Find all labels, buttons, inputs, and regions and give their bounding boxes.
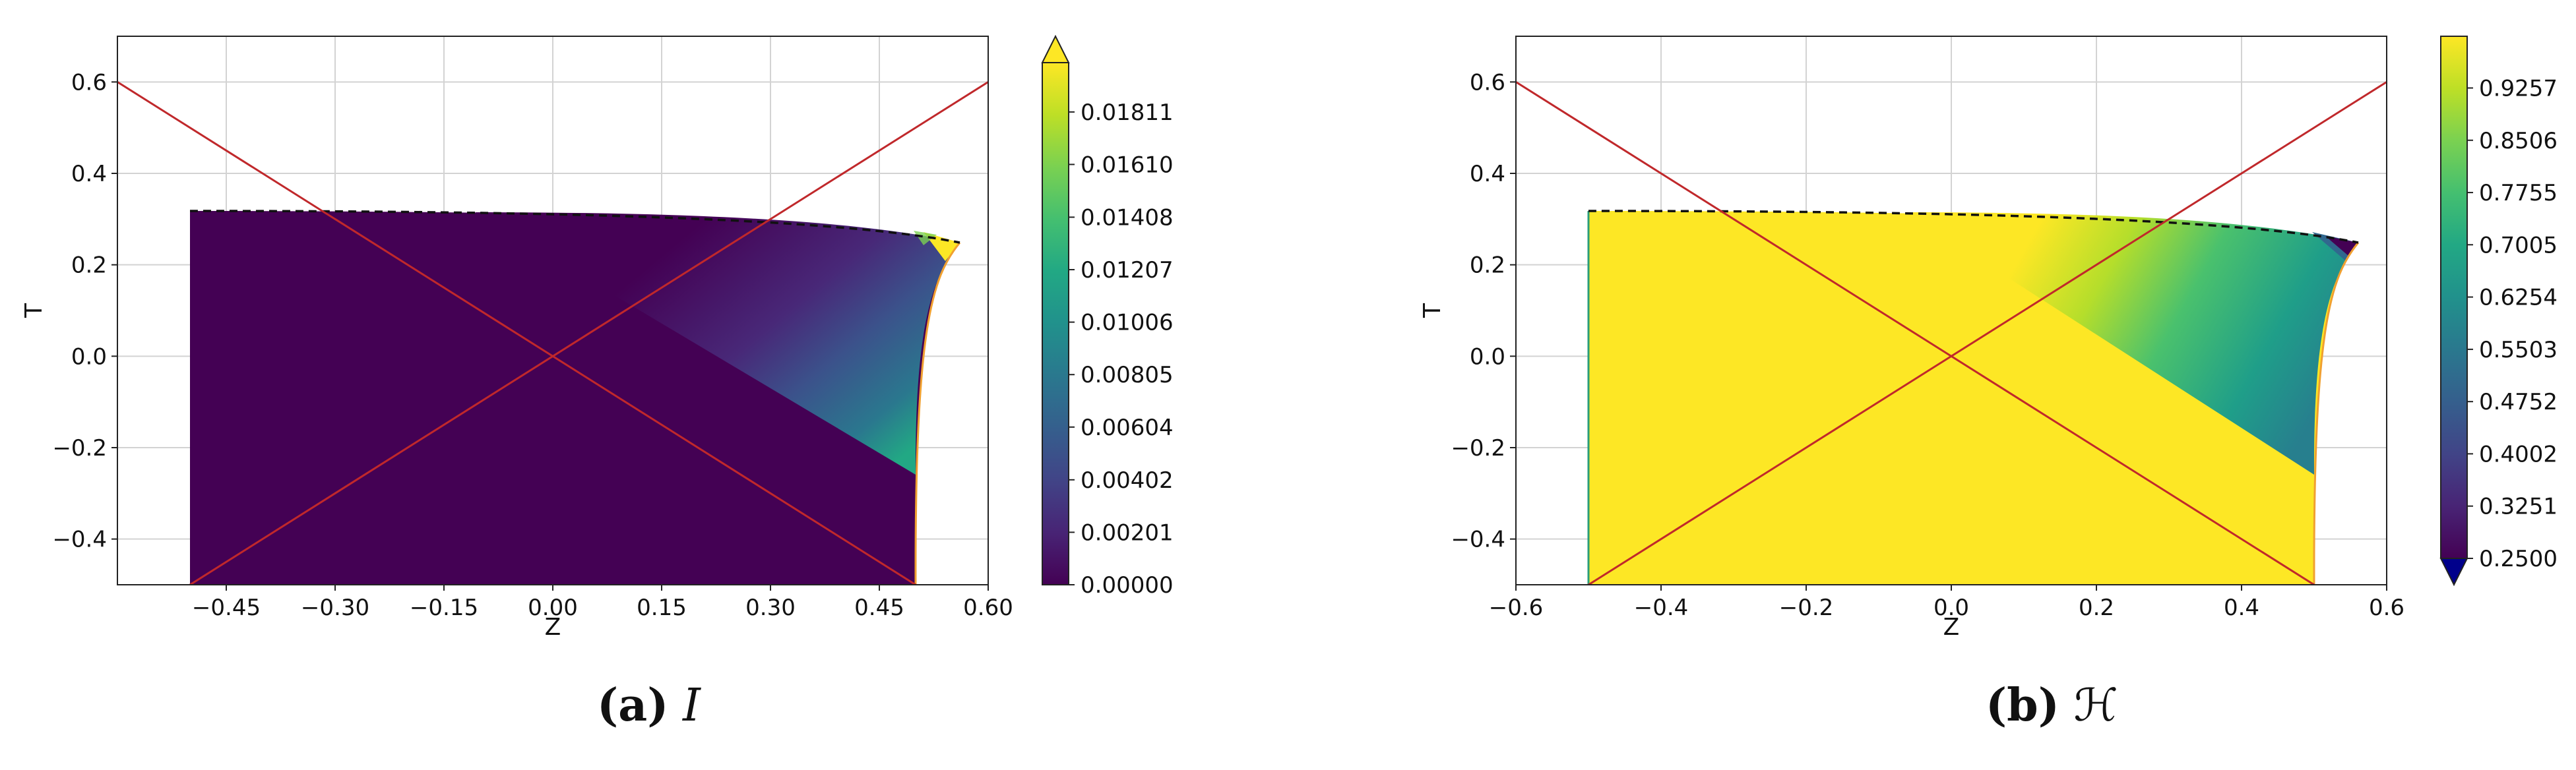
y-tick-label: 0.6 [71, 69, 107, 96]
light-cone-line-ascending [188, 81, 988, 585]
x-tick-label: −0.6 [1489, 595, 1544, 621]
colorbar-extend-min-arrow [2439, 558, 2468, 587]
colorbar-tick-label: 0.00000 [1081, 572, 1174, 599]
y-tick-label: 0.6 [1470, 69, 1505, 96]
caption-a-symbol: I [683, 680, 701, 732]
y-tick-label: 0.4 [71, 161, 107, 187]
colorbar-b: 0.2500 0.3251 0.4002 0.4752 0.5503 0.6254 0.70… [2439, 36, 2558, 587]
colorbar-tick-label: 0.4752 [2479, 389, 2558, 415]
colorbar-tick-label: 0.9257 [2479, 75, 2558, 102]
caption-b-label: (b) [1986, 679, 2059, 732]
y-axis-label: T [20, 303, 47, 318]
x-tick-label: 0.00 [528, 595, 578, 621]
colorbar-tick-label: 0.01207 [1081, 257, 1174, 283]
y-tick-label: 0.0 [71, 343, 107, 370]
y-axis-label: T [1419, 303, 1446, 318]
x-tick-label: 0.30 [745, 595, 796, 621]
x-tick-label: 0.60 [963, 595, 1013, 621]
colorbar-tick-label: 0.4002 [2479, 441, 2558, 467]
colorbar-tick-label: 0.8506 [2479, 128, 2558, 154]
colorbar-tick-label: 0.01610 [1081, 152, 1174, 178]
colorbar-tick-label: 0.01811 [1081, 100, 1174, 126]
colorbar-gradient [2441, 36, 2467, 558]
colorbar-tick-label: 0.5503 [2479, 337, 2558, 363]
tick-labels: −0.45 −0.30 −0.15 0.00 0.15 0.30 0.45 0.60 −0.4 −… [52, 69, 1013, 621]
x-tick-label: −0.2 [1779, 595, 1834, 621]
y-tick-label: −0.2 [52, 435, 107, 461]
y-tick-label: −0.2 [1451, 435, 1505, 461]
tick-labels: −0.6 −0.4 −0.2 0.0 0.2 0.4 0.6 −0.4 −0.2 0.0 0.2 0.… [1451, 69, 2404, 621]
corner-lowspot-core [2325, 236, 2358, 256]
x-tick-label: −0.4 [1634, 595, 1689, 621]
y-tick-label: −0.4 [1451, 527, 1505, 553]
colorbar-frame [1042, 63, 1069, 585]
x-tick-label: 0.4 [2224, 595, 2259, 621]
y-tick-label: 0.4 [1470, 161, 1505, 187]
caption-b: (b) ℋ [1986, 679, 2118, 732]
x-tick-label: 0.45 [854, 595, 904, 621]
y-tick-label: 0.0 [1470, 343, 1505, 370]
y-tick-label: −0.4 [52, 527, 107, 553]
colorbar-tick-label: 0.3251 [2479, 494, 2558, 520]
colorbar-extend-max-arrow [1041, 34, 1070, 63]
right-boundary-edge [914, 242, 961, 585]
colorbar-tick-label: 0.00604 [1081, 415, 1174, 441]
panel-b-heatmap: −0.6 −0.4 −0.2 0.0 0.2 0.4 0.6 −0.4 −0.2 0.0 0.2 0.… [1419, 36, 2558, 641]
x-axis-label: Z [545, 614, 561, 641]
x-tick-label: 0.0 [1933, 595, 1969, 621]
right-boundary-edge [2313, 242, 2360, 585]
x-tick-label: −0.15 [410, 595, 478, 621]
colorbar-tick-label: 0.01006 [1081, 310, 1174, 336]
x-tick-label: 0.15 [637, 595, 687, 621]
colorbar-gradient [1042, 63, 1069, 585]
x-axis-label: Z [1943, 614, 1960, 641]
colorbar-tick-label: 0.2500 [2479, 546, 2558, 572]
colorbar-tick-label: 0.6254 [2479, 285, 2558, 311]
colorbar-tick-label: 0.00805 [1081, 362, 1174, 388]
colorbar-a: 0.00000 0.00201 0.00402 0.00604 0.00805 0.010… [1041, 34, 1174, 599]
x-tick-label: −0.45 [192, 595, 261, 621]
x-tick-label: 0.2 [2079, 595, 2114, 621]
colorbar-tick-label: 0.01408 [1081, 204, 1174, 231]
colorbar-tick-label: 0.7755 [2479, 180, 2558, 206]
x-tick-label: 0.6 [2369, 595, 2404, 621]
top-boundary-dashed [1588, 210, 2359, 244]
domain-gradient-wedge [1906, 212, 2358, 475]
panel-a-heatmap: −0.45 −0.30 −0.15 0.00 0.15 0.30 0.45 0.60 −0.4 −… [20, 34, 1174, 641]
y-tick-label: 0.2 [1470, 252, 1505, 279]
colorbar-tick-labels: 0.2500 0.3251 0.4002 0.4752 0.5503 0.6254 0.70… [2467, 75, 2558, 572]
caption-a: (a) I [597, 679, 701, 732]
colorbar-tick-labels: 0.00000 0.00201 0.00402 0.00604 0.00805 0.010… [1069, 100, 1174, 599]
x-tick-label: −0.30 [301, 595, 369, 621]
light-cone-line-ascending [1586, 81, 2387, 585]
colorbar-tick-label: 0.7005 [2479, 232, 2558, 258]
corner-hotspot-glow [914, 231, 937, 245]
colorbar-tick-label: 0.00201 [1081, 519, 1174, 546]
caption-a-label: (a) [597, 679, 669, 732]
y-tick-label: 0.2 [71, 252, 107, 279]
caption-b-symbol: ℋ [2073, 680, 2118, 732]
domain-gradient-wedge [475, 212, 960, 475]
colorbar-tick-label: 0.00402 [1081, 467, 1174, 494]
top-boundary-dashed [189, 210, 960, 244]
